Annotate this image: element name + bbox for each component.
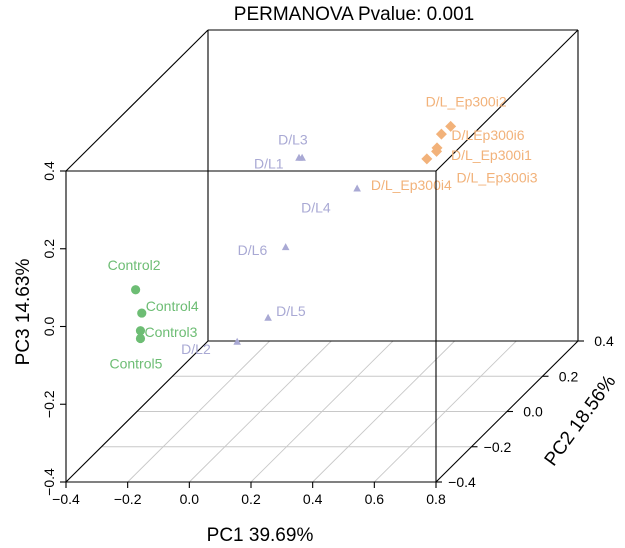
chart-title: PERMANOVA Pvalue: 0.001 (234, 4, 474, 25)
x-tick-label: 0.6 (365, 491, 385, 507)
point-label-d-l1: D/L1 (254, 156, 284, 172)
point-d-l5 (264, 313, 272, 321)
point-label-d-l-ep300i2: D/L_Ep300i2 (426, 93, 507, 109)
y-axis-ticks: −0.4 −0.2 0.0 0.2 0.4 (436, 333, 614, 490)
point-d-l-ep300i3 (431, 145, 443, 157)
z-axis-title: PC3 14.63% (13, 259, 34, 366)
floor-grid (101, 340, 543, 483)
x-axis-ticks: −0.4 −0.2 0.0 0.2 0.4 0.6 0.8 (52, 482, 446, 507)
y-tick-label: 0.4 (594, 333, 614, 349)
point-label-d-l2: D/L2 (181, 341, 211, 357)
point-label-d-l-ep300i1: D/L_Ep300i1 (451, 147, 532, 163)
box-front-edges (65, 170, 579, 483)
z-axis-ticks: −0.4 −0.2 0.0 0.2 0.4 (41, 161, 66, 496)
y-tick-label: 0.0 (523, 404, 543, 420)
y-axis-title: PC2 18.56% (541, 371, 621, 470)
x-tick-label: −0.4 (52, 491, 80, 507)
z-tick-label: 0.2 (41, 239, 57, 259)
point-d-l-ep300i2 (445, 120, 457, 132)
x-tick-label: 0.8 (426, 491, 446, 507)
x-tick-label: 0.2 (241, 491, 261, 507)
y-tick-label: 0.2 (559, 368, 579, 384)
y-tick-label: −0.4 (448, 474, 476, 490)
x-axis-title: PC1 39.69% (207, 525, 314, 546)
point-control2 (131, 285, 141, 295)
point-label-d-l-ep300i4: D/L_Ep300i4 (371, 177, 452, 193)
point-d-lep300i6 (435, 128, 447, 140)
point-control4 (137, 308, 147, 318)
point-label-control5: Control5 (109, 356, 162, 372)
point-label-d-l6: D/L6 (238, 242, 268, 258)
point-d-l4 (353, 184, 361, 192)
point-label-control4: Control4 (146, 298, 199, 314)
x-tick-label: 0.0 (180, 491, 200, 507)
z-tick-label: −0.2 (41, 390, 57, 418)
point-d-l1 (295, 153, 303, 161)
box-edge (65, 29, 209, 172)
point-control3 (135, 326, 146, 336)
box-edge (65, 340, 209, 483)
data-points: Control1Control2Control4Control3Control5… (108, 93, 538, 372)
point-d-l6 (281, 243, 290, 251)
point-label-d-l4: D/L4 (301, 199, 331, 215)
box-edge (435, 29, 579, 172)
box-back-edges (65, 29, 579, 483)
z-tick-label: 0.0 (41, 317, 57, 337)
x-tick-label: −0.2 (114, 491, 142, 507)
point-label-d-lep300i6: D/LEp300i6 (451, 127, 524, 143)
y-tick-label: −0.2 (484, 439, 512, 455)
z-tick-label: −0.4 (41, 468, 57, 496)
x-tick-label: 0.4 (303, 491, 323, 507)
point-label-d-l5: D/L5 (276, 303, 306, 319)
point-control5 (135, 333, 146, 344)
point-d-l2 (233, 337, 241, 345)
point-d-l-ep300i4 (421, 153, 433, 165)
point-label-control2: Control2 (108, 257, 161, 273)
point-label-d-l3: D/L3 (278, 132, 308, 148)
point-label-d-l-ep300i3: D/L_Ep300i3 (457, 169, 538, 185)
point-label-control3: Control3 (144, 324, 197, 340)
z-tick-label: 0.4 (41, 161, 57, 181)
